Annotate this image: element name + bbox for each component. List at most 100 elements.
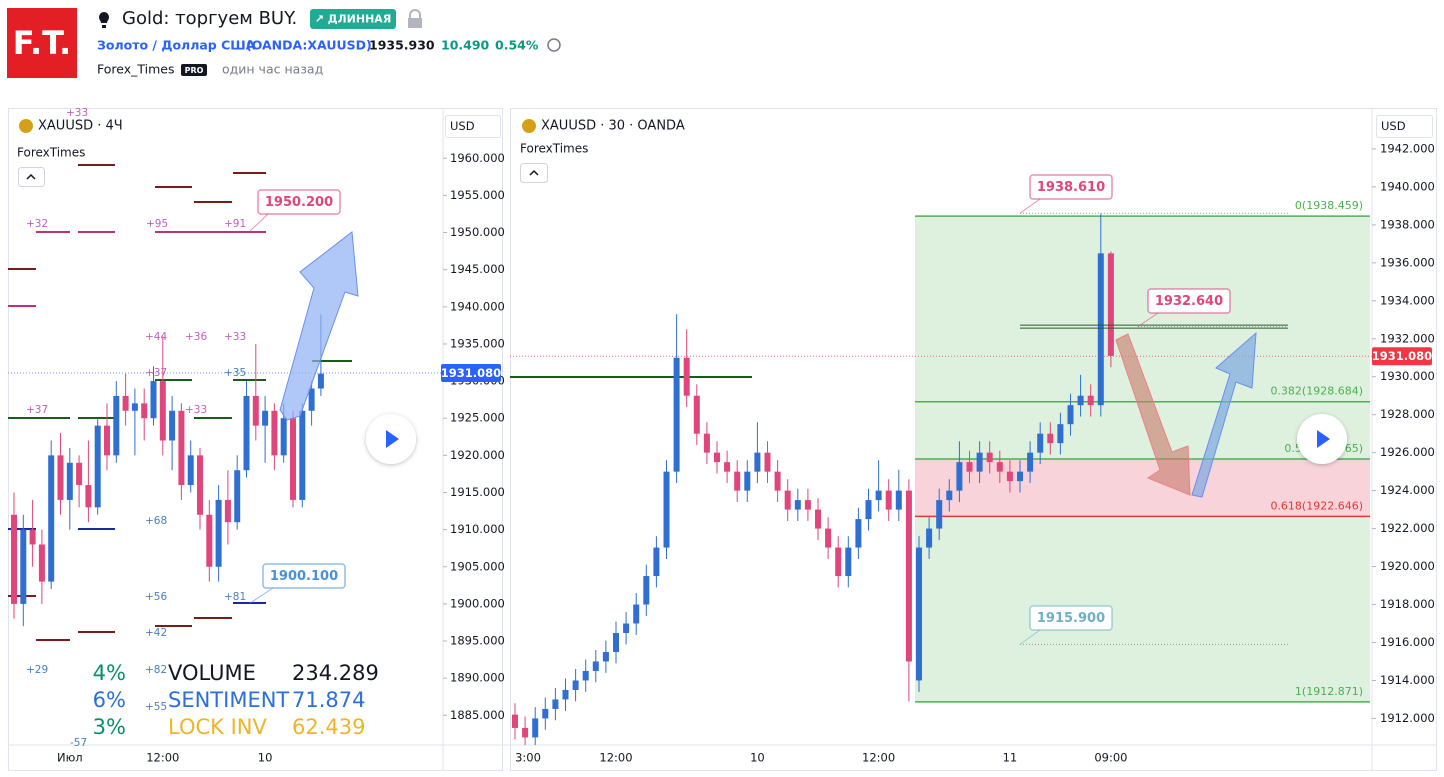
- stat-percent: 4%: [93, 661, 126, 685]
- fib-golden-zone: [915, 459, 1370, 517]
- y-tick-label: 1942.000: [1380, 141, 1435, 155]
- x-tick-label: Июл: [57, 751, 83, 765]
- y-tick-label: 1918.000: [1380, 597, 1435, 611]
- annotation-box: [262, 563, 346, 589]
- y-tick-label: 1940.000: [450, 299, 505, 313]
- y-tick-label: 1920.000: [450, 448, 505, 462]
- currency: USD: [1381, 119, 1406, 133]
- level-label: +82: [145, 664, 167, 676]
- candles: [512, 213, 1114, 745]
- candle-body: [532, 718, 539, 738]
- y-tick-label: 1920.000: [1380, 559, 1435, 573]
- currency-box[interactable]: [1376, 115, 1433, 138]
- candle-body: [76, 462, 83, 486]
- candle-body: [784, 490, 791, 510]
- level-label: +68: [145, 515, 167, 527]
- level-label: +32: [26, 218, 48, 230]
- y-tick-label: 1895.000: [450, 634, 505, 648]
- level-label: +44: [145, 331, 167, 343]
- level-label: +42: [145, 627, 167, 639]
- lock-icon: [408, 9, 422, 28]
- indicator-name[interactable]: ForexTimes: [520, 142, 588, 156]
- candle-body: [85, 485, 92, 508]
- symbol[interactable]: Золото / Доллар США: [97, 38, 256, 53]
- y-tick-label: 1905.000: [450, 559, 505, 573]
- candle-body: [66, 462, 73, 500]
- collapse-button[interactable]: [18, 167, 45, 187]
- candle-body: [703, 433, 710, 453]
- level-label: -57: [70, 737, 87, 749]
- candle-body: [623, 623, 630, 633]
- candle-body: [835, 547, 842, 577]
- collapse-button[interactable]: [520, 163, 548, 183]
- candle-body: [592, 661, 599, 671]
- candle-body: [234, 470, 241, 523]
- logo[interactable]: [7, 8, 77, 78]
- y-tick-label: 1885.000: [450, 708, 505, 722]
- candle-body: [905, 490, 912, 662]
- candle-body: [764, 452, 771, 472]
- candle-body: [562, 689, 569, 700]
- indicator-name[interactable]: ForexTimes: [17, 146, 85, 160]
- y-tick-label: 1914.000: [1380, 673, 1435, 687]
- price: 1935.930: [369, 38, 435, 53]
- up-arrow: [279, 231, 359, 421]
- right-panel: [510, 108, 1437, 771]
- collapse-icon: [529, 169, 539, 176]
- y-tick-label: 1915.000: [450, 485, 505, 499]
- candle-body: [673, 357, 680, 472]
- candle-body: [643, 576, 650, 605]
- candle-body: [1037, 433, 1044, 453]
- candle-body: [150, 381, 157, 419]
- y-tick-label: 1922.000: [1380, 521, 1435, 535]
- change-pct: 0.54%: [495, 38, 539, 53]
- stat-percent: 6%: [93, 688, 126, 712]
- author[interactable]: Forex_Times: [97, 62, 174, 77]
- candle-body: [734, 471, 741, 491]
- candle-body: [1006, 471, 1013, 482]
- chart-title[interactable]: XAUUSD · 4Ч: [38, 119, 123, 134]
- candle-body: [290, 418, 296, 500]
- candle-body: [197, 455, 203, 515]
- candle-body: [693, 395, 700, 434]
- logo-text: F.T.: [13, 24, 71, 62]
- annotation-box: [257, 189, 341, 215]
- level-label: +33: [185, 404, 207, 416]
- alert-icon[interactable]: [547, 38, 561, 52]
- candle-body: [956, 462, 963, 491]
- x-tick-label: 12:00: [599, 751, 632, 765]
- candle-body: [552, 699, 559, 709]
- candle-body: [178, 410, 185, 486]
- candle-body: [895, 490, 902, 510]
- pro-text: PRO: [185, 66, 204, 75]
- indicator-levels: [8, 164, 752, 641]
- candle-body: [926, 528, 933, 548]
- candle-body: [633, 604, 640, 624]
- candle-body: [572, 680, 579, 690]
- symbol-icon: [522, 119, 536, 133]
- annotation-label: 1915.900: [1037, 611, 1105, 626]
- currency-box[interactable]: [445, 115, 501, 138]
- candle-body: [966, 462, 973, 472]
- x-tick-label: 12:00: [862, 751, 895, 765]
- candle-body: [754, 452, 761, 472]
- idea-icon: [99, 12, 109, 28]
- collapse-icon: [26, 173, 36, 180]
- candle-body: [916, 547, 922, 681]
- candle-body: [1097, 253, 1104, 406]
- stat-percent: 3%: [93, 715, 126, 739]
- candle-body: [976, 452, 983, 472]
- annotation-label: 1938.610: [1037, 180, 1105, 195]
- y-tick-label: 1960.000: [450, 151, 505, 165]
- candle-body: [936, 500, 943, 529]
- chart-title[interactable]: XAUUSD · 30 · OANDA: [541, 119, 685, 134]
- stat-value: 71.874: [292, 688, 365, 712]
- level-label: +55: [145, 701, 167, 713]
- up-arrow: [1191, 331, 1257, 498]
- candle-body: [613, 632, 619, 652]
- level-label: +35: [224, 367, 246, 379]
- x-tick-label: 11: [1003, 751, 1018, 765]
- ticker[interactable]: (OANDA:XAUUSD): [246, 38, 372, 53]
